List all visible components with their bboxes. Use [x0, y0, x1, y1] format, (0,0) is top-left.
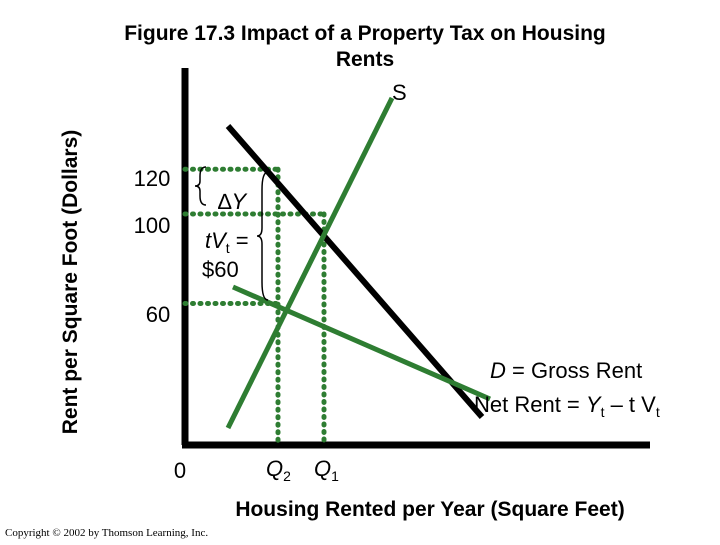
net-rent-curve: [232, 284, 491, 402]
chart-title-line-2: Rents: [336, 48, 394, 71]
delta-y-bracket: [194, 166, 207, 206]
tax-label-line-1: tVt =: [205, 228, 249, 256]
y-axis-title: Rent per Square Foot (Dollars): [59, 130, 82, 435]
x-marker-q1: Q1: [314, 456, 339, 484]
y-tick-60: 60: [146, 302, 170, 327]
tax-amount-label: $60: [202, 257, 239, 282]
y-tick-100: 100: [134, 213, 171, 238]
demand-label: D = Gross Rent: [490, 358, 642, 383]
origin-label: 0: [174, 458, 186, 483]
supply-curve: [225, 96, 395, 430]
demand-curve-gross-rent: [225, 124, 485, 419]
net-rent-label: Net Rent = Yt – t Vt: [474, 392, 660, 420]
supply-label: S: [392, 80, 407, 105]
y-tick-120: 120: [134, 166, 171, 191]
delta-y-label: ∆Y: [218, 189, 247, 214]
copyright-credit: Copyright © 2002 by Thomson Learning, In…: [5, 527, 208, 539]
x-marker-q2: Q2: [266, 456, 291, 484]
x-axis-title: Housing Rented per Year (Square Feet): [235, 498, 624, 521]
chart-title-line-1: Figure 17.3 Impact of a Property Tax on …: [124, 22, 606, 45]
tax-bracket: [256, 171, 269, 301]
